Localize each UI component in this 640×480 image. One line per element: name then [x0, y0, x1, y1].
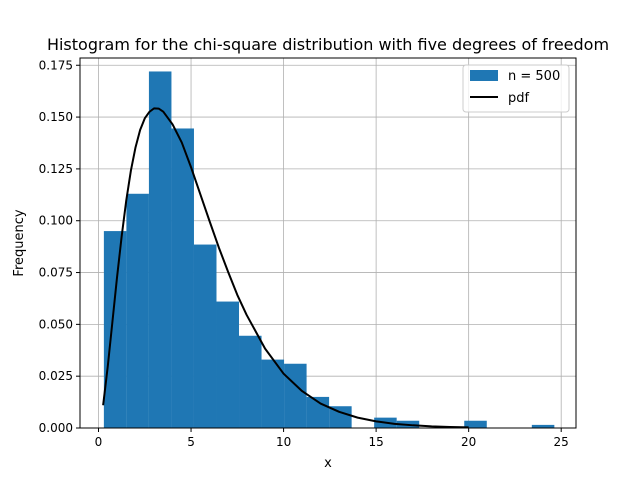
pdf-line-layer	[102, 107, 469, 429]
x-tick-label: 25	[554, 435, 569, 449]
histogram-bar	[284, 363, 307, 428]
histogram-bar	[464, 420, 487, 428]
x-tick-label: 5	[187, 435, 195, 449]
legend-label-pdf: pdf	[508, 91, 530, 106]
x-tick-label: 15	[368, 435, 383, 449]
y-tick-label: 0.100	[39, 214, 73, 228]
y-tick-label: 0.025	[39, 369, 73, 383]
histogram-bar	[193, 244, 217, 428]
y-tick-label: 0.175	[39, 58, 73, 72]
x-tick-label: 0	[95, 435, 103, 449]
legend-swatch-histogram	[470, 70, 498, 81]
y-tick-label: 0.075	[39, 266, 73, 280]
histogram-bar	[216, 301, 240, 428]
y-tick-label: 0.150	[39, 110, 73, 124]
pdf-line	[102, 107, 469, 429]
histogram-bar	[329, 406, 352, 428]
chart-title: Histogram for the chi-square distributio…	[47, 35, 609, 54]
y-axis-label: Frequency	[12, 209, 27, 276]
histogram-bar	[171, 128, 194, 428]
histogram-bar	[531, 424, 555, 428]
legend: n = 500 pdf	[462, 64, 570, 113]
y-tick-label: 0.125	[39, 162, 73, 176]
x-tick-label: 20	[461, 435, 476, 449]
legend-label-histogram: n = 500	[508, 69, 560, 84]
histogram-bar	[148, 71, 172, 428]
x-ticks: 0 5 10 15 20 25	[95, 428, 569, 449]
histogram-bar	[261, 359, 285, 428]
x-tick-label: 10	[276, 435, 291, 449]
x-axis-label: x	[324, 456, 332, 471]
y-tick-label: 0.000	[39, 421, 73, 435]
histogram-bar	[239, 335, 262, 428]
histogram-bars	[103, 71, 555, 428]
y-tick-label: 0.050	[39, 317, 73, 331]
y-ticks: 0.000 0.025 0.050 0.075 0.100 0.125 0.150 0.175	[39, 58, 80, 435]
histogram-bar	[126, 193, 149, 428]
plot-frame	[79, 57, 577, 429]
histogram-bar	[103, 231, 127, 428]
